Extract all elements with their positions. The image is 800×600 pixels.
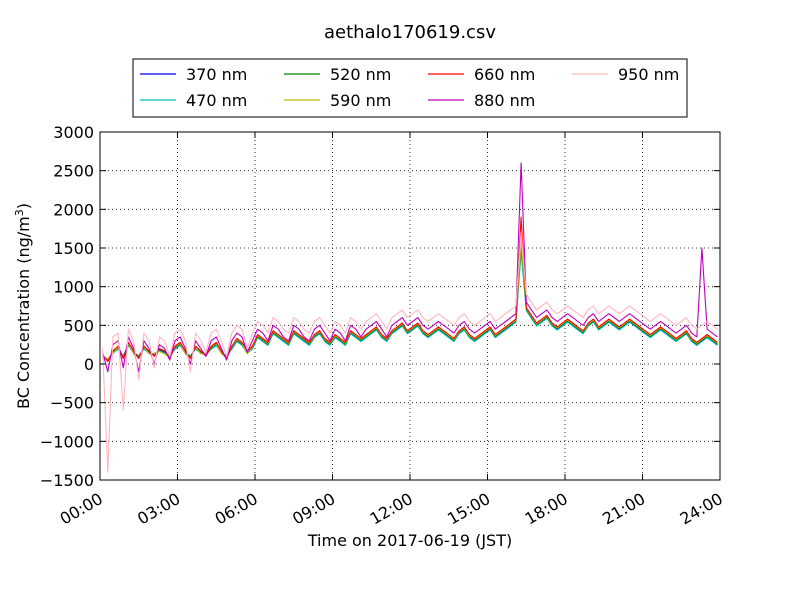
y-axis: −1500 −1000 −500 0 500 1000 1500 2000 2500 3000: [40, 123, 94, 490]
ticks: [99, 131, 721, 481]
y-axis-label-tail: ): [14, 203, 33, 209]
y-axis-label-superscript: 3: [13, 209, 26, 216]
y-axis-label: BC Concentration (ng/m3): [13, 203, 33, 409]
y-tick-label: 3000: [53, 123, 94, 142]
legend-items: 370 nm 470 nm 520 nm 590 nm 660 nm 880 nm 950 …: [140, 65, 679, 110]
series-group: [102, 162, 718, 473]
series-line-880-nm: [102, 162, 718, 373]
y-tick-label: 1000: [53, 278, 94, 297]
x-axis-label: Time on 2017-06-19 (JST): [307, 531, 512, 550]
y-axis-label-main: BC Concentration (ng/m: [14, 216, 33, 409]
y-tick-label: 500: [63, 316, 94, 335]
plot-background: [100, 132, 720, 480]
chart-title: aethalo170619.csv: [324, 22, 496, 43]
y-tick-label: 2000: [53, 200, 94, 219]
legend-label-660-nm: 660 nm: [474, 65, 535, 84]
y-tick-label: −1000: [40, 432, 94, 451]
legend: 370 nm 470 nm 520 nm 590 nm 660 nm 880 nm 950 …: [132, 58, 688, 118]
legend-label-880-nm: 880 nm: [474, 91, 535, 110]
y-tick-label: 0: [84, 355, 94, 374]
legend-label-370-nm: 370 nm: [186, 65, 247, 84]
legend-box: [132, 58, 688, 118]
legend-label-590-nm: 590 nm: [330, 91, 391, 110]
y-tick-label: −1500: [40, 471, 94, 490]
legend-label-520-nm: 520 nm: [330, 65, 391, 84]
y-tick-label: 1500: [53, 239, 94, 258]
legend-label-950-nm: 950 nm: [618, 65, 679, 84]
series-line-950-nm: [102, 231, 718, 473]
plot-area: [99, 131, 721, 481]
series-line-590-nm: [102, 239, 718, 360]
y-tick-label: 2500: [53, 162, 94, 181]
y-tick-label: −500: [50, 394, 94, 413]
legend-label-470-nm: 470 nm: [186, 91, 247, 110]
